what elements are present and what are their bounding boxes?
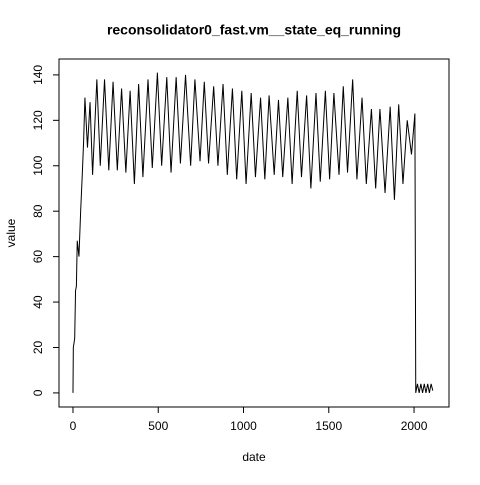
y-tick-label: 60	[31, 250, 45, 264]
y-tick-label: 100	[31, 155, 45, 175]
y-tick-label: 20	[31, 340, 45, 354]
y-tick-label: 40	[31, 295, 45, 309]
x-tick-label: 1500	[315, 419, 342, 433]
plot-box	[58, 58, 450, 408]
x-tick-label: 2000	[401, 419, 428, 433]
y-axis-label: value	[4, 218, 18, 247]
x-tick-label: 0	[70, 419, 77, 433]
y-tick-label: 120	[31, 110, 45, 130]
x-tick-label: 1000	[230, 419, 257, 433]
x-tick-label: 500	[148, 419, 168, 433]
y-tick-label: 140	[31, 65, 45, 85]
y-tick-label: 80	[31, 204, 45, 218]
line-series	[72, 72, 434, 394]
x-axis-label: date	[242, 450, 266, 464]
chart-title: reconsolidator0_fast.vm__state_eq_runnin…	[107, 22, 401, 38]
y-tick-label: 0	[31, 389, 45, 396]
